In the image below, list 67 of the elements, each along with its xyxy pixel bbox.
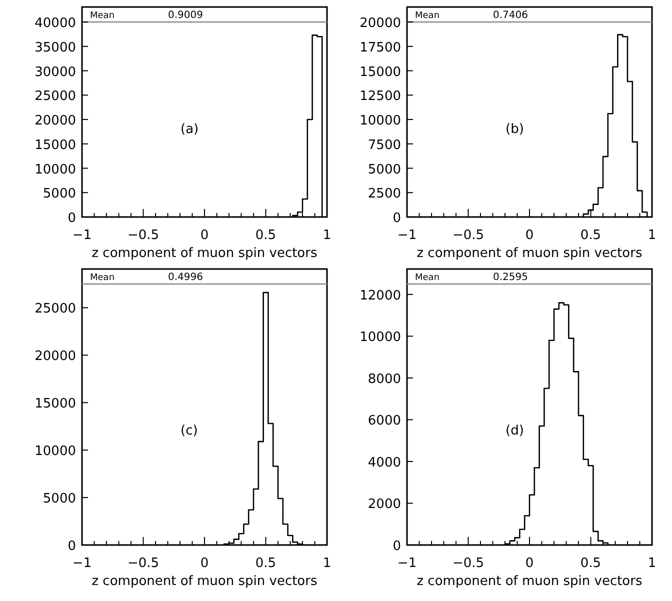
x-tick-label: 1: [322, 556, 332, 571]
y-tick-label: 15000: [360, 64, 401, 80]
x-tick-label: 1: [322, 228, 332, 243]
x-tick-label: −0.5: [452, 556, 484, 571]
y-tick-label: 2500: [368, 186, 401, 202]
y-tick-label: 20000: [360, 16, 401, 31]
text: Mean: [415, 11, 440, 21]
x-tick-label: −0.5: [127, 228, 160, 243]
text: Mean: [415, 273, 440, 283]
x-tick-label: 0: [525, 556, 534, 571]
y-tick-label: 6000: [368, 414, 401, 429]
y-tick-label: 12000: [360, 288, 401, 304]
y-tick-label: 5000: [42, 186, 76, 202]
x-tick-label: −0.5: [452, 228, 484, 243]
text: Mean: [90, 11, 115, 21]
x-tick-label: 0.5: [255, 228, 276, 243]
x-tick-label: 1: [648, 556, 656, 571]
y-tick-label: 15000: [34, 138, 76, 153]
y-tick-label: 20000: [34, 349, 76, 364]
y-tick-label: 0: [68, 539, 76, 554]
y-tick-label: 17500: [360, 40, 401, 56]
y-tick-label: 10000: [360, 330, 401, 346]
text: 0.4996: [168, 272, 203, 283]
text: 0.9009: [168, 10, 203, 21]
x-tick-label: −1: [72, 556, 92, 571]
x-tick-label: 1: [648, 228, 656, 243]
y-tick-label: 35000: [34, 40, 76, 56]
text: Mean: [90, 273, 115, 283]
x-tick-label: −1: [72, 228, 92, 243]
y-tick-label: 2000: [368, 497, 401, 512]
text: 0.2595: [493, 272, 528, 283]
y-tick-label: 20000: [34, 114, 76, 128]
text: 0.7406: [493, 10, 528, 21]
y-tick-label: 12500: [360, 89, 401, 104]
x-tick-label: 0.5: [580, 556, 602, 571]
y-tick-label: 0: [68, 211, 76, 226]
x-tick-label: 0.5: [580, 228, 602, 243]
x-tick-label: −1: [397, 228, 417, 243]
y-tick-label: 10000: [34, 444, 76, 460]
y-tick-label: 5000: [42, 492, 76, 507]
y-tick-label: 8000: [368, 372, 401, 387]
y-tick-label: 4000: [368, 455, 401, 470]
y-tick-label: 10000: [34, 162, 76, 178]
x-axis-title: z component of muon spin vectors: [416, 246, 642, 261]
y-tick-label: 25000: [34, 302, 76, 317]
x-axis-title: z component of muon spin vectors: [416, 574, 642, 589]
annotation: (a): [180, 122, 199, 137]
y-tick-label: 0: [392, 539, 401, 554]
annotation: (b): [506, 122, 524, 137]
x-tick-label: 0: [200, 228, 209, 243]
y-tick-label: 5000: [368, 162, 401, 178]
y-tick-label: 10000: [360, 114, 401, 128]
y-tick-label: 30000: [34, 64, 76, 80]
x-axis-title: z component of muon spin vectors: [92, 574, 318, 589]
x-tick-label: −0.5: [127, 556, 160, 571]
y-tick-label: 40000: [34, 16, 76, 31]
x-tick-label: −1: [397, 556, 417, 571]
y-tick-label: 0: [392, 211, 401, 226]
y-tick-label: 7500: [368, 138, 401, 153]
x-axis-title: z component of muon spin vectors: [92, 246, 318, 261]
annotation: (d): [506, 424, 524, 439]
x-tick-label: 0.5: [255, 556, 276, 571]
y-tick-label: 25000: [34, 89, 76, 104]
x-tick-label: 0: [200, 556, 209, 571]
annotation: (c): [180, 424, 198, 439]
y-tick-label: 15000: [34, 396, 76, 412]
x-tick-label: 0: [525, 228, 534, 243]
